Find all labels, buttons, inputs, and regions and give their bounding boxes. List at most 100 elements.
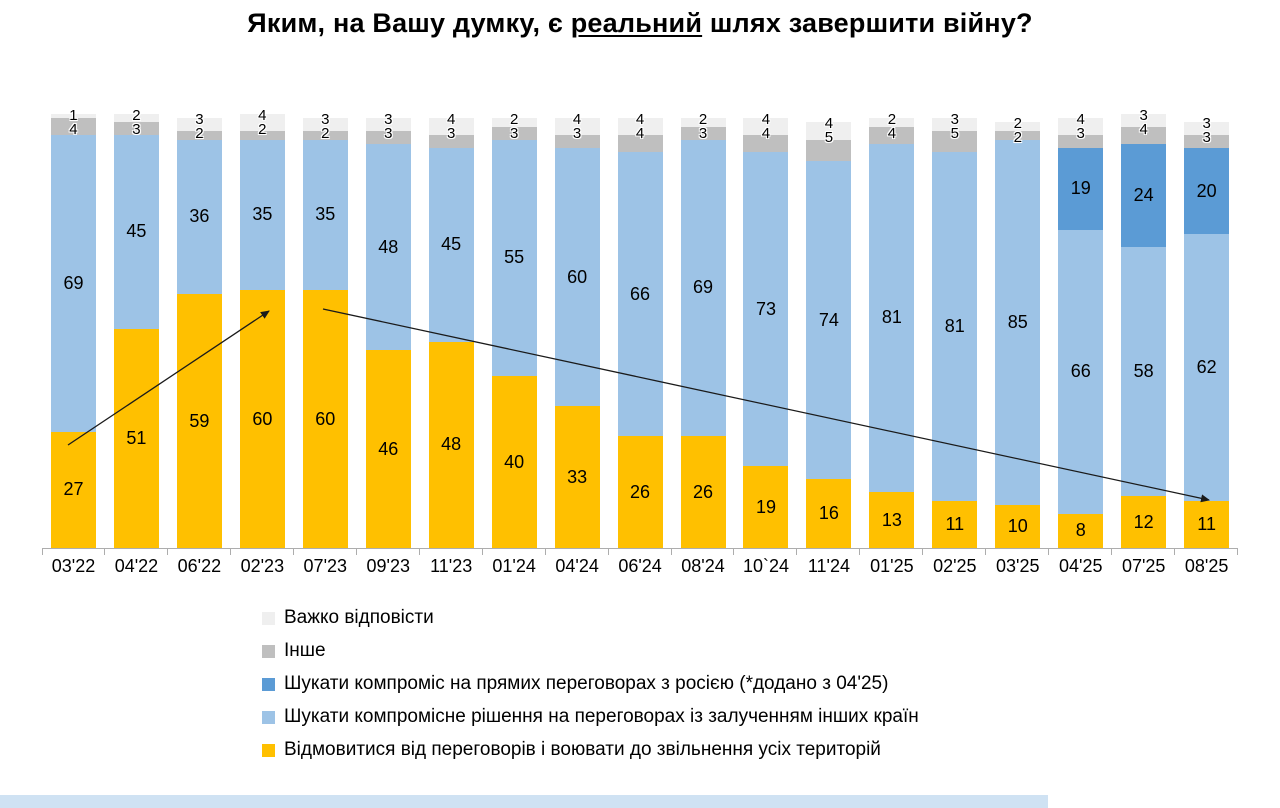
segment-value-label: 40 xyxy=(504,451,525,472)
segment-value-label: 48 xyxy=(441,434,462,455)
segment-compromise-other-countries: 62 xyxy=(1184,234,1230,501)
bar-slot: 45 51 2 3 xyxy=(105,108,168,555)
segment-compromise-other-countries: 48 xyxy=(365,143,411,351)
segment-hard-to-answer xyxy=(365,118,411,131)
segment-compromise-other-countries: 60 xyxy=(554,148,600,407)
bar-slot: 24 58 12 3 4 xyxy=(1112,108,1176,555)
legend-row: Шукати компромісне рішення на переговора… xyxy=(262,707,919,727)
chart-title-suffix: шлях завершити війну? xyxy=(702,8,1033,38)
segment-hard-to-answer xyxy=(302,118,348,131)
segment-value-label: 55 xyxy=(504,247,525,268)
bar-slot: 74 16 4 5 xyxy=(797,116,861,555)
segment-other xyxy=(995,130,1041,140)
stacked-bar: 74 16 4 5 xyxy=(806,116,852,548)
segment-compromise-other-countries: 81 xyxy=(932,152,978,501)
segment-value-label: 69 xyxy=(692,277,714,298)
segment-other xyxy=(365,130,411,144)
hard-to-answer-value-label: 3 xyxy=(321,111,330,129)
x-axis-label: 11'24 xyxy=(807,556,850,576)
legend-row: Шукати компроміс на прямих переговорах з… xyxy=(262,674,919,694)
segment-hard-to-answer xyxy=(680,118,726,127)
segment-value-label: 26 xyxy=(692,481,714,502)
other-value-label: 3 xyxy=(384,125,393,143)
segment-other xyxy=(50,118,96,136)
bar-slot: 35 60 4 2 xyxy=(231,108,294,555)
other-value-label: 4 xyxy=(635,125,645,143)
other-value-label: 4 xyxy=(69,120,78,138)
hard-to-answer-value-label: 4 xyxy=(1076,111,1085,129)
segment-hard-to-answer xyxy=(1121,113,1167,127)
segment-compromise-other-countries: 35 xyxy=(239,139,285,290)
segment-value-label: 60 xyxy=(567,266,588,287)
segment-other xyxy=(680,126,726,140)
bar-slot: 20 62 11 3 3 xyxy=(1175,116,1239,555)
segment-direct-talks: 20 xyxy=(1184,148,1230,235)
other-value-label: 3 xyxy=(509,125,519,143)
segment-refuse-talks: 11 xyxy=(932,500,978,548)
segment-value-label: 12 xyxy=(1133,511,1154,532)
segment-hard-to-answer xyxy=(491,118,537,127)
stacked-bar: 45 51 2 3 xyxy=(113,108,159,548)
segment-value-label: 62 xyxy=(1196,356,1217,377)
hard-to-answer-value-label: 4 xyxy=(761,111,771,129)
segment-compromise-other-countries: 85 xyxy=(995,139,1041,505)
segment-compromise-other-countries: 81 xyxy=(869,143,915,493)
segment-refuse-talks: 27 xyxy=(50,431,96,548)
segment-refuse-talks: 26 xyxy=(617,436,663,548)
segment-other xyxy=(113,122,159,136)
segment-compromise-other-countries: 36 xyxy=(176,139,222,295)
segment-other xyxy=(491,126,537,140)
segment-value-label: 45 xyxy=(441,234,462,255)
bar-slot: 73 19 4 4 xyxy=(734,112,798,555)
bar-slot: 81 13 2 4 xyxy=(860,112,924,555)
legend-label: Важко відповісти xyxy=(284,607,434,628)
hard-to-answer-value-label: 3 xyxy=(384,111,393,129)
bar-slot: 48 46 3 3 xyxy=(357,112,420,555)
stacked-bar: 20 62 11 3 3 xyxy=(1184,116,1230,548)
legend-swatch-other xyxy=(262,644,275,658)
segment-compromise-other-countries: 45 xyxy=(428,148,474,342)
stacked-bar: 35 60 3 2 xyxy=(302,112,348,548)
stacked-bar: 81 13 2 4 xyxy=(869,112,915,548)
segment-other xyxy=(554,135,600,149)
legend-row: Інше xyxy=(262,641,919,661)
segment-value-label: 19 xyxy=(1070,178,1091,199)
segment-value-label: 69 xyxy=(63,273,84,294)
stacked-bar: 35 60 4 2 xyxy=(239,108,285,548)
legend-swatch-refuse-talks xyxy=(262,743,275,757)
hard-to-answer-value-label: 2 xyxy=(132,106,141,124)
x-axis-label: 09'23 xyxy=(366,556,410,576)
stacked-bar: 66 26 4 4 xyxy=(617,112,663,548)
segment-value-label: 24 xyxy=(1133,184,1154,205)
bar-slot: 85 10 2 2 xyxy=(986,116,1050,555)
segment-compromise-other-countries: 35 xyxy=(302,139,348,290)
segment-direct-talks: 24 xyxy=(1121,143,1167,248)
segment-compromise-other-countries: 73 xyxy=(743,152,789,467)
legend-label: Шукати компромісне рішення на переговора… xyxy=(284,706,919,727)
segment-value-label: 81 xyxy=(881,307,902,328)
segment-hard-to-answer xyxy=(932,118,978,131)
stacked-bar: 45 48 4 3 xyxy=(428,112,474,548)
segment-value-label: 19 xyxy=(755,496,776,517)
segment-other xyxy=(176,130,222,140)
hard-to-answer-value-label: 3 xyxy=(950,111,959,129)
other-value-label: 3 xyxy=(447,125,456,143)
segment-refuse-talks: 48 xyxy=(428,341,474,548)
x-axis-label: 07'25 xyxy=(1121,556,1166,576)
segment-hard-to-answer xyxy=(995,122,1041,131)
stacked-bar: 19 66 8 4 3 xyxy=(1058,112,1104,548)
x-axis-label: 08'24 xyxy=(681,556,725,576)
segment-other xyxy=(302,130,348,140)
x-axis-label: 06'22 xyxy=(177,556,222,576)
segment-refuse-talks: 40 xyxy=(491,376,537,548)
segment-value-label: 26 xyxy=(630,481,651,502)
x-axis-label: 01'25 xyxy=(870,556,914,576)
other-value-label: 3 xyxy=(572,125,582,143)
hard-to-answer-value-label: 3 xyxy=(1139,106,1148,124)
